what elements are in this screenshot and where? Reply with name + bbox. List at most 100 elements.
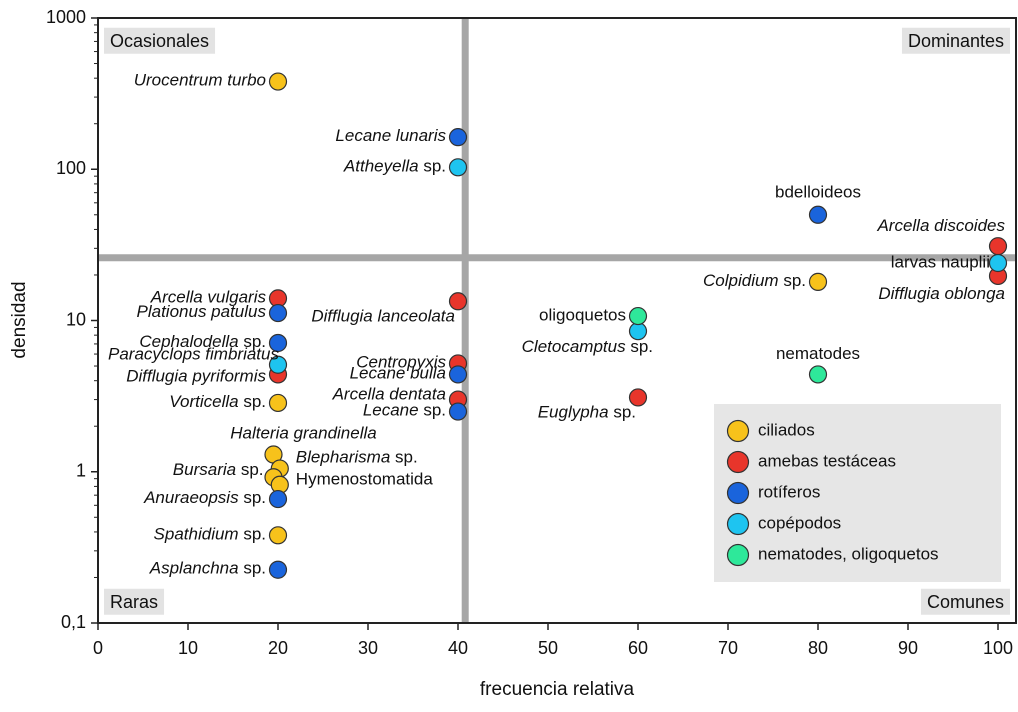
- point: [808, 205, 828, 224]
- x-axis-label: frecuencia relativa: [480, 679, 635, 700]
- label-name: Urocentrum turbo: [134, 71, 266, 90]
- label-name: Colpidium: [703, 271, 779, 290]
- label-name: Bursaria: [173, 461, 236, 480]
- legend-marker: [726, 512, 750, 536]
- x-tick-label: 90: [898, 638, 918, 658]
- point-label: Arcella dentata: [332, 385, 446, 404]
- point: [268, 489, 288, 509]
- point: [268, 303, 288, 323]
- legend-marker: [726, 419, 750, 443]
- x-tick-label: 0: [93, 638, 103, 658]
- y-tick-label: 0,1: [61, 612, 86, 632]
- point-label: Plationus patulus: [137, 303, 267, 322]
- legend-marker: [726, 481, 750, 505]
- point-label: Euglypha sp.: [538, 403, 636, 422]
- legend-label: amebas testáceas: [758, 451, 896, 470]
- point: [448, 365, 468, 384]
- point-label: Centropyxis: [356, 353, 446, 372]
- point-label: Anuraeopsis sp.: [143, 489, 266, 508]
- label-name: Halteria grandinella: [230, 424, 376, 443]
- point: [448, 292, 468, 311]
- x-tick-label: 60: [628, 638, 648, 658]
- point-label: Cephalodella sp.: [139, 332, 266, 351]
- label-name: Cephalodella: [139, 332, 238, 351]
- label-name: Asplanchna: [149, 559, 239, 578]
- label-suffix: sp.: [239, 392, 266, 411]
- label-suffix: sp.: [779, 271, 806, 290]
- y-tick-label: 100: [56, 158, 86, 178]
- label-name: Cletocamptus: [522, 338, 626, 357]
- legend-label: copépodos: [758, 513, 841, 532]
- point-label: Halteria grandinella: [230, 424, 376, 443]
- quadrant-label-box: [104, 27, 216, 54]
- label-name: Blepharisma: [296, 448, 391, 467]
- point-label: Bursaria sp.: [173, 461, 264, 480]
- x-tick-label: 20: [268, 638, 288, 658]
- label-name: Anuraeopsis: [143, 489, 239, 508]
- quadrant-label: Comunes: [927, 592, 1004, 612]
- label-name: Arcella discoides: [876, 217, 1005, 236]
- point: [268, 333, 288, 353]
- point-label: oligoquetos: [539, 306, 626, 325]
- x-tick-label: 50: [538, 638, 558, 658]
- point: [448, 128, 468, 147]
- legend-marker: [726, 450, 750, 474]
- legend-label: ciliados: [758, 420, 815, 439]
- point: [808, 365, 828, 384]
- label-suffix: sp.: [419, 157, 446, 176]
- point: [268, 72, 288, 91]
- label-name: Lecane lunaris: [335, 127, 446, 146]
- point: [988, 253, 1008, 273]
- label-name: Difflugia pyriformis: [126, 367, 266, 386]
- x-tick-label: 70: [718, 638, 738, 658]
- quadrant-label: Ocasionales: [110, 31, 209, 51]
- point: [268, 560, 288, 579]
- point: [628, 388, 648, 407]
- legend-label: rotíferos: [758, 482, 820, 501]
- x-tick-label: 100: [983, 638, 1013, 658]
- label-suffix: sp.: [419, 401, 446, 420]
- label-suffix: sp.: [239, 489, 266, 508]
- quadrant-label-box: [901, 27, 1010, 54]
- label-name: Spathidium: [154, 525, 239, 544]
- point: [448, 402, 468, 421]
- legend-box: [714, 404, 1001, 582]
- point: [988, 237, 1008, 256]
- label-name: Difflugia lanceolata: [311, 307, 455, 326]
- point-label: Difflugia oblonga: [878, 284, 1005, 303]
- quadrant-label: Dominantes: [908, 31, 1004, 51]
- x-tick-label: 30: [358, 638, 378, 658]
- point-label: Difflugia pyriformis: [126, 367, 266, 386]
- label-name: Centropyxis: [356, 353, 446, 372]
- point-label: Lecane lunaris: [335, 127, 446, 146]
- x-tick-label: 80: [808, 638, 828, 658]
- point-label: bdelloideos: [775, 182, 861, 201]
- label-suffix: sp.: [236, 461, 263, 480]
- legend-marker: [726, 543, 750, 567]
- label-suffix: sp.: [609, 403, 636, 422]
- point-label: Asplanchna sp.: [149, 559, 266, 578]
- point-label: Arcella vulgaris: [150, 288, 267, 307]
- point-label: Lecane bulla: [350, 364, 446, 383]
- point: [268, 355, 288, 374]
- point-label: Cletocamptus sp.: [522, 338, 653, 357]
- x-tick-label: 40: [448, 638, 468, 658]
- label-name: Lecane: [363, 401, 419, 420]
- point-label: Hymenostomatida: [296, 469, 434, 488]
- quadrant-label-box: [920, 588, 1010, 615]
- point: [628, 306, 648, 326]
- y-tick-label: 1000: [46, 7, 86, 27]
- label-name: Plationus patulus: [137, 303, 267, 322]
- point: [448, 158, 468, 177]
- point-label: Attheyella sp.: [343, 157, 446, 176]
- point-label: Vorticella sp.: [169, 392, 266, 411]
- label-name: Euglypha: [538, 403, 609, 422]
- label-name: Lecane bulla: [350, 364, 446, 383]
- label-name: Difflugia oblonga: [878, 284, 1005, 303]
- point-label: Arcella discoides: [876, 217, 1005, 236]
- label-suffix: sp.: [239, 332, 266, 351]
- point-label: Urocentrum turbo: [134, 71, 266, 90]
- y-tick-label: 10: [66, 309, 86, 329]
- point: [268, 393, 288, 413]
